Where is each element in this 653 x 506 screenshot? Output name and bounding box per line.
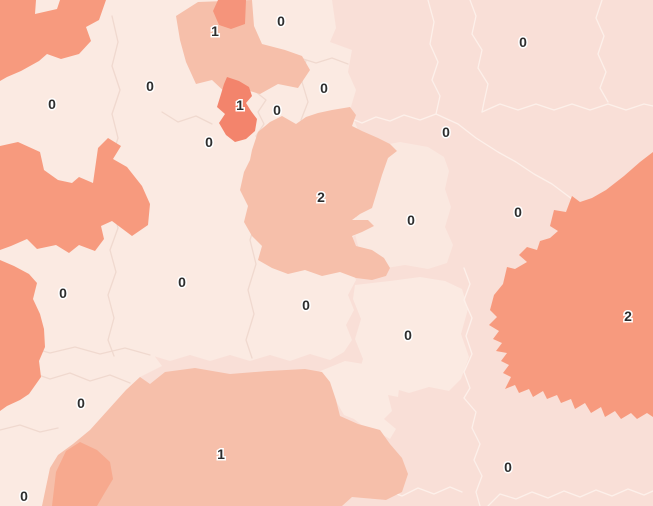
region-border-line <box>463 267 473 399</box>
area-cream-southwest <box>0 350 162 506</box>
region-count-label-region-northeast-inner: 0 <box>442 124 450 140</box>
region-count-label-region-west-cream: 0 <box>48 96 56 112</box>
region-border-line <box>427 0 441 115</box>
region-count-label-region-south-central: 1 <box>217 446 225 462</box>
region-count-label-region-southwest-cream: 0 <box>77 395 85 411</box>
region-border-line <box>481 103 653 113</box>
region-count-label-region-central-cream: 0 <box>205 134 213 150</box>
region-count-label-region-center-north-cream: 0 <box>273 102 281 118</box>
region-count-label-region-center-south: 0 <box>404 327 412 343</box>
area-cream-center-south <box>353 277 469 393</box>
region-count-label-region-southeast: 0 <box>504 459 512 475</box>
region-north-patch[interactable] <box>213 0 246 29</box>
region-border-line <box>595 0 609 103</box>
region-count-label-region-north-central: 1 <box>211 23 219 39</box>
region-border-line <box>351 113 437 124</box>
region-border-line <box>29 371 131 384</box>
region-south-central[interactable] <box>42 368 408 506</box>
region-north-central[interactable] <box>176 0 310 95</box>
region-border-line <box>469 0 489 113</box>
region-border-line <box>161 111 213 125</box>
region-border-line <box>299 57 349 65</box>
region-west-blob[interactable] <box>0 138 150 253</box>
region-border-line <box>487 488 653 506</box>
region-count-label-region-northeast: 0 <box>519 34 527 50</box>
region-count-label-region-east: 2 <box>624 308 632 324</box>
region-count-label-region-center-south-cream: 0 <box>302 297 310 313</box>
region-count-label-region-east-light: 0 <box>514 204 522 220</box>
region-west-lower-wedge[interactable] <box>0 260 45 411</box>
region-center-highlight[interactable] <box>217 77 257 142</box>
region-east[interactable] <box>489 152 653 419</box>
region-count-label-region-southwest-corner: 0 <box>20 488 28 504</box>
region-border-line <box>0 424 59 433</box>
region-count-label-region-west-mid-cream: 0 <box>59 285 67 301</box>
area-cream-south-wedge <box>318 361 400 439</box>
region-northwest-corner[interactable] <box>0 0 106 81</box>
region-southwest-wedge[interactable] <box>52 442 113 506</box>
region-count-label-region-center-highlight: 1 <box>236 97 244 113</box>
area-cream-main-west <box>0 0 362 361</box>
region-count-label-region-north-center-cream: 0 <box>320 80 328 96</box>
region-count-label-region-center-east-light: 0 <box>407 212 415 228</box>
region-count-label-region-northwest-cream: 0 <box>146 78 154 94</box>
region-count-label-region-north-cream: 0 <box>277 13 285 29</box>
region-count-label-region-center: 2 <box>317 189 325 205</box>
region-center[interactable] <box>240 107 397 280</box>
region-border-line <box>463 397 483 506</box>
region-count-label-region-midwest-cream: 0 <box>178 274 186 290</box>
